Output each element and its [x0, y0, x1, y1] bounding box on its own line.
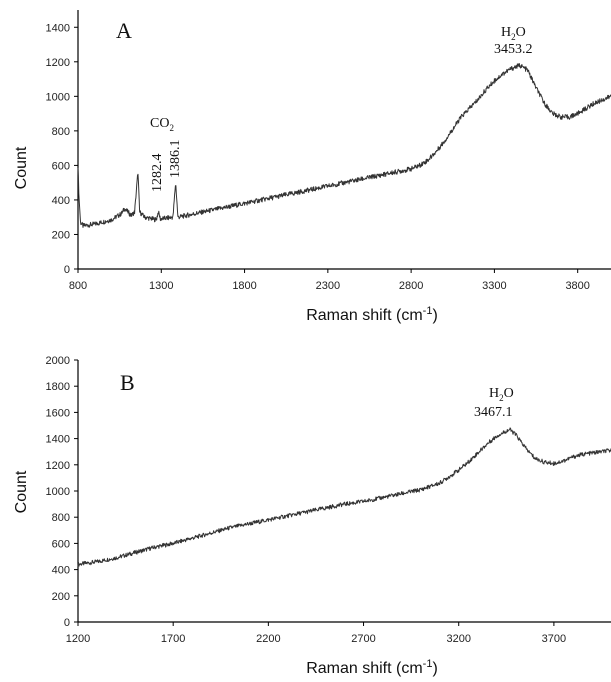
- co2-label-main: CO: [150, 116, 169, 131]
- x-tick-label: 3700: [542, 633, 566, 645]
- x-tick-label: 1200: [66, 633, 90, 645]
- y-tick-label: 0: [64, 617, 70, 629]
- h2o-label-b-sub: 2: [499, 393, 504, 403]
- x-tick-label: 2200: [256, 633, 280, 645]
- y-tick-label: 1000: [46, 486, 70, 498]
- panel-label-b: B: [120, 370, 135, 395]
- co2-label: CO2: [150, 116, 174, 133]
- h2o-label-a-sub: 2: [511, 32, 516, 42]
- x-tick-label: 3200: [446, 633, 470, 645]
- x-tick-label: 2800: [399, 280, 423, 292]
- y-tick-label: 200: [52, 229, 70, 241]
- spectrum-line-b: [77, 427, 611, 567]
- y-tick-label: 200: [52, 591, 70, 603]
- x-axis-title-close: ): [432, 660, 437, 677]
- y-tick-label: 0: [64, 264, 70, 276]
- x-ticks-b: 1200 1700 2200 2700 3200 3700: [66, 622, 566, 645]
- x-axis-title-sup: -1: [423, 658, 433, 670]
- h2o-label-a: H2O: [501, 25, 526, 42]
- x-tick-label: 1800: [232, 280, 256, 292]
- panel-a: 0 200 400 600 800 1000 1200 1400 800 1300 1800 230…: [13, 10, 611, 324]
- x-axis-title-close: ): [432, 307, 437, 324]
- y-axis-title-a: Count: [13, 146, 30, 189]
- x-axis-title-a: Raman shift (cm-1): [306, 305, 438, 324]
- h2o-label-b-h: H: [489, 386, 499, 401]
- x-ticks-a: 800 1300 1800 2300 2800 3300 3800: [69, 269, 590, 292]
- x-axis-title-b: Raman shift (cm-1): [306, 658, 438, 677]
- x-tick-label: 2700: [351, 633, 375, 645]
- x-axis-title-main: Raman shift (cm: [306, 660, 422, 677]
- x-tick-label: 2300: [316, 280, 340, 292]
- y-tick-label: 1400: [46, 22, 70, 34]
- x-tick-label: 3800: [565, 280, 589, 292]
- y-tick-label: 1200: [46, 57, 70, 69]
- y-ticks-a: 0 200 400 600 800 1000 1200 1400: [46, 22, 78, 276]
- y-tick-label: 800: [52, 126, 70, 138]
- y-tick-label: 1600: [46, 407, 70, 419]
- x-axis-title-sup: -1: [423, 305, 433, 317]
- spectrum-line-a: [77, 63, 611, 228]
- y-tick-label: 2000: [46, 355, 70, 367]
- y-tick-label: 1800: [46, 381, 70, 393]
- panel-label-a: A: [116, 18, 132, 43]
- h2o-label-b: H2O: [489, 386, 514, 403]
- y-tick-label: 400: [52, 195, 70, 207]
- peak-label-3453: 3453.2: [494, 42, 533, 57]
- panel-b: 0 200 400 600 800 1000 1200 1400 1600 1800 2000 12…: [13, 355, 611, 677]
- h2o-label-b-o: O: [504, 386, 514, 401]
- y-tick-label: 800: [52, 512, 70, 524]
- x-tick-label: 3300: [482, 280, 506, 292]
- x-tick-label: 800: [69, 280, 87, 292]
- y-tick-label: 600: [52, 538, 70, 550]
- co2-label-sub: 2: [169, 123, 174, 133]
- y-tick-label: 600: [52, 160, 70, 172]
- y-tick-label: 1200: [46, 460, 70, 472]
- y-tick-label: 1000: [46, 91, 70, 103]
- h2o-label-a-h: H: [501, 25, 511, 40]
- peak-label-1386: 1386.1: [168, 140, 183, 179]
- peak-label-3467: 3467.1: [474, 405, 513, 420]
- y-tick-label: 1400: [46, 434, 70, 446]
- peak-label-1282: 1282.4: [150, 154, 165, 193]
- h2o-label-a-o: O: [516, 25, 526, 40]
- x-tick-label: 1700: [161, 633, 185, 645]
- y-axis-title-b: Count: [13, 470, 30, 513]
- y-tick-label: 400: [52, 565, 70, 577]
- x-tick-label: 1300: [149, 280, 173, 292]
- x-axis-title-main: Raman shift (cm: [306, 307, 422, 324]
- y-ticks-b: 0 200 400 600 800 1000 1200 1400 1600 1800 2000: [46, 355, 78, 629]
